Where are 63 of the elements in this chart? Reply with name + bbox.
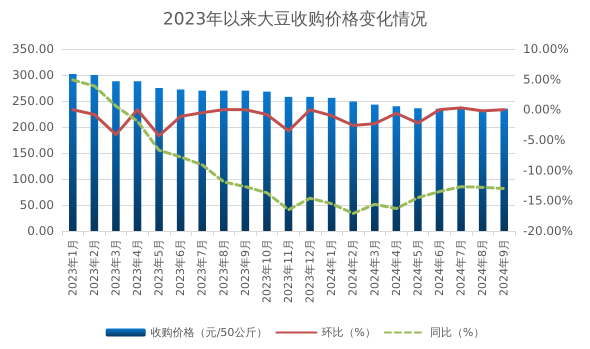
x-tick-label: 2024年4月 (390, 239, 403, 296)
y-tick-label: 150.00 (12, 146, 54, 160)
x-tick-label: 2024年1月 (325, 239, 338, 296)
bar (392, 106, 400, 231)
y-tick-label: 250.00 (12, 94, 54, 108)
x-tick-label: 2023年3月 (109, 239, 122, 296)
y2-tick-label: -15.00% (523, 194, 574, 208)
x-tick-label: 2023年6月 (174, 239, 188, 296)
bar (284, 96, 292, 231)
bar (134, 81, 142, 231)
x-tick-label: 2023年1月 (66, 239, 80, 296)
y-tick-label: 50.00 (20, 198, 54, 212)
x-tick-label: 2023年12月 (304, 239, 317, 303)
x-tick-label: 2024年3月 (368, 239, 382, 296)
x-tick-label: 2023年11月 (282, 239, 295, 303)
x-tick-label: 2024年6月 (433, 239, 446, 296)
x-tick-label: 2024年9月 (498, 239, 511, 296)
y-tick-label: 200.00 (12, 120, 54, 134)
bar (500, 108, 508, 231)
legend-label: 收购价格（元/50公斤） (150, 326, 268, 339)
x-tick-label: 2024年2月 (346, 239, 360, 296)
x-tick-label: 2024年7月 (454, 239, 468, 296)
x-tick-label: 2024年5月 (411, 239, 424, 296)
y2-tick-label: -10.00% (523, 163, 574, 178)
y-tick-label: 350.00 (12, 42, 54, 56)
x-tick-label: 2024年8月 (476, 239, 490, 296)
y2-tick-label: -5.00% (523, 133, 566, 147)
chart-title: 2023年以来大豆收购价格变化情况 (162, 10, 428, 30)
x-tick-label: 2023年4月 (131, 239, 144, 296)
x-tick-label: 2023年7月 (196, 239, 209, 296)
bar (242, 90, 250, 231)
y-tick-label: 0.00 (27, 224, 54, 238)
bar (263, 92, 271, 231)
bar (220, 90, 228, 231)
x-tick-label: 2023年5月 (152, 239, 166, 296)
line-series (71, 106, 506, 138)
line-series (71, 78, 506, 215)
x-tick-label: 2023年9月 (238, 239, 252, 296)
y2-tick-label: 0.00% (523, 102, 562, 117)
y2-tick-label: 5.00% (523, 72, 562, 86)
y2-tick-label: 10.00% (523, 42, 569, 56)
bar (371, 104, 379, 231)
bar (414, 108, 422, 231)
bar (457, 108, 465, 231)
x-tick-label: 2023年10月 (260, 239, 274, 303)
bar (328, 98, 336, 231)
bar (176, 90, 184, 231)
legend-label: 环比（%） (321, 326, 376, 339)
bar (198, 90, 206, 231)
bar (90, 75, 98, 231)
bar (112, 81, 120, 231)
bar (478, 109, 486, 231)
x-tick-label: 2023年8月 (217, 239, 230, 296)
y-tick-label: 100.00 (12, 172, 54, 186)
bar (306, 96, 314, 231)
legend-label: 同比（%） (430, 326, 484, 339)
bar (349, 102, 357, 231)
bar (69, 74, 77, 231)
bar (436, 108, 444, 231)
y2-tick-label: -20.00% (523, 224, 574, 238)
y-tick-label: 300.00 (12, 68, 54, 82)
bar (155, 88, 163, 231)
x-tick-label: 2023年2月 (88, 239, 101, 296)
